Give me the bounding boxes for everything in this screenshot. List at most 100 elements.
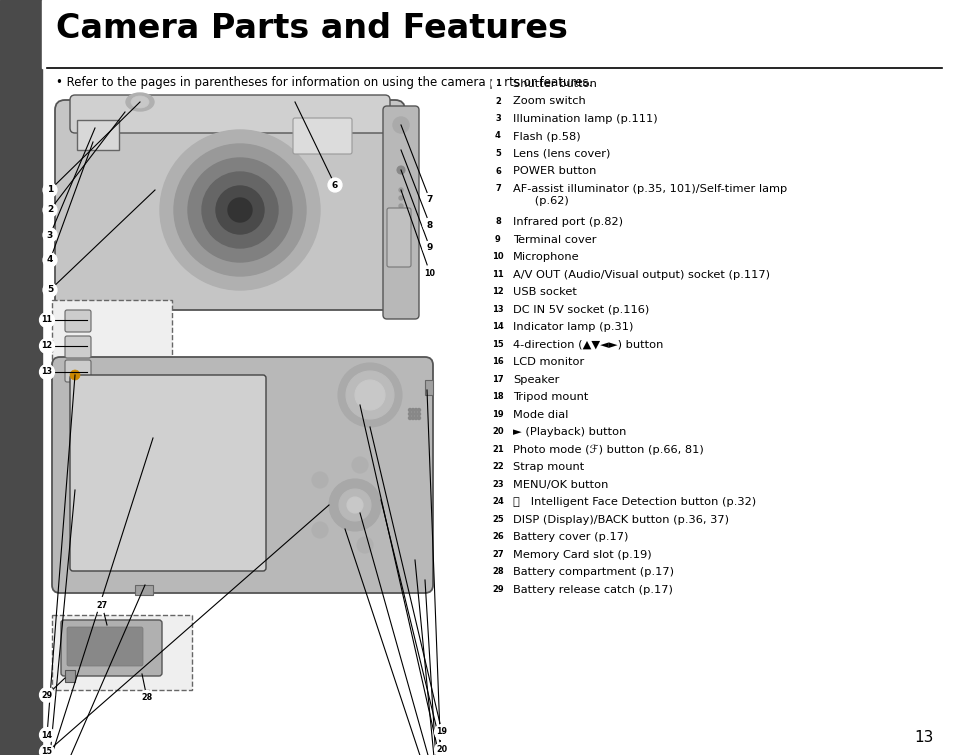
Text: Tripod mount: Tripod mount xyxy=(513,393,588,402)
Text: 5: 5 xyxy=(47,285,53,294)
Circle shape xyxy=(491,215,504,228)
Circle shape xyxy=(491,182,504,195)
Bar xyxy=(0,0,42,755)
Bar xyxy=(135,585,152,595)
Circle shape xyxy=(215,186,264,234)
Text: 14: 14 xyxy=(492,322,503,331)
FancyBboxPatch shape xyxy=(382,106,418,319)
Circle shape xyxy=(352,457,368,473)
Circle shape xyxy=(434,742,449,755)
Circle shape xyxy=(417,408,420,411)
Circle shape xyxy=(43,253,57,267)
Circle shape xyxy=(417,417,420,420)
Circle shape xyxy=(39,688,54,702)
Text: 6: 6 xyxy=(332,180,337,190)
Circle shape xyxy=(491,94,504,107)
Text: 4-direction (▲▼◄►) button: 4-direction (▲▼◄►) button xyxy=(513,340,662,350)
Circle shape xyxy=(491,530,504,544)
Text: 14: 14 xyxy=(42,731,52,739)
Text: 12: 12 xyxy=(492,287,503,296)
FancyBboxPatch shape xyxy=(61,620,162,676)
Circle shape xyxy=(43,228,57,242)
Circle shape xyxy=(337,363,401,427)
Circle shape xyxy=(491,583,504,596)
Text: Zoom switch: Zoom switch xyxy=(513,97,585,106)
Text: 5: 5 xyxy=(495,149,500,158)
Text: 11: 11 xyxy=(492,270,503,279)
Circle shape xyxy=(398,196,402,200)
Text: Camera Parts and Features: Camera Parts and Features xyxy=(56,12,567,45)
Text: • Refer to the pages in parentheses for information on using the camera parts or: • Refer to the pages in parentheses for … xyxy=(56,76,592,89)
Text: 9: 9 xyxy=(495,235,500,244)
Circle shape xyxy=(408,417,411,420)
Text: Microphone: Microphone xyxy=(513,252,579,262)
Text: 16: 16 xyxy=(492,357,503,366)
Text: Terminal cover: Terminal cover xyxy=(513,235,596,245)
Text: Infrared port (p.82): Infrared port (p.82) xyxy=(513,217,622,227)
Text: Speaker: Speaker xyxy=(513,374,558,385)
FancyBboxPatch shape xyxy=(70,95,390,133)
Circle shape xyxy=(312,522,328,538)
Circle shape xyxy=(491,425,504,438)
Text: 1: 1 xyxy=(495,79,500,88)
Text: 13: 13 xyxy=(914,729,933,744)
Text: 3: 3 xyxy=(47,230,53,239)
Text: 8: 8 xyxy=(426,220,433,230)
Text: ⓨ   Intelligent Face Detection button (p.32): ⓨ Intelligent Face Detection button (p.3… xyxy=(513,498,756,507)
Text: AF-assist illuminator (p.35, 101)/Self-timer lamp
      (p.62): AF-assist illuminator (p.35, 101)/Self-t… xyxy=(513,184,786,206)
Text: ► (Playback) button: ► (Playback) button xyxy=(513,427,626,437)
Circle shape xyxy=(491,442,504,456)
Circle shape xyxy=(347,497,363,513)
Circle shape xyxy=(491,165,504,177)
Text: Strap mount: Strap mount xyxy=(513,462,583,472)
Text: 12: 12 xyxy=(41,341,52,350)
Circle shape xyxy=(491,408,504,421)
Text: Shutter button: Shutter button xyxy=(513,79,597,89)
Circle shape xyxy=(411,408,414,411)
Text: 13: 13 xyxy=(42,368,52,377)
Circle shape xyxy=(417,412,420,415)
Circle shape xyxy=(408,412,411,415)
Text: 27: 27 xyxy=(96,600,108,609)
Circle shape xyxy=(491,250,504,263)
Text: 21: 21 xyxy=(492,445,503,454)
Circle shape xyxy=(491,320,504,333)
Text: 19: 19 xyxy=(436,728,447,736)
Text: 1: 1 xyxy=(47,186,53,195)
Circle shape xyxy=(173,144,306,276)
Circle shape xyxy=(491,547,504,561)
Circle shape xyxy=(491,565,504,578)
Text: 2: 2 xyxy=(47,205,53,214)
Circle shape xyxy=(355,380,385,410)
Text: USB socket: USB socket xyxy=(513,287,577,297)
FancyBboxPatch shape xyxy=(67,627,143,666)
Text: 3: 3 xyxy=(495,114,500,123)
Text: 22: 22 xyxy=(492,462,503,471)
Text: LCD monitor: LCD monitor xyxy=(513,357,583,367)
Circle shape xyxy=(491,285,504,298)
Text: Illumination lamp (p.111): Illumination lamp (p.111) xyxy=(513,114,657,124)
Circle shape xyxy=(411,417,414,420)
Circle shape xyxy=(396,166,405,174)
Circle shape xyxy=(70,370,80,380)
Text: 4: 4 xyxy=(47,255,53,264)
Circle shape xyxy=(39,728,54,742)
Circle shape xyxy=(491,390,504,403)
Circle shape xyxy=(39,313,54,328)
Circle shape xyxy=(491,461,504,473)
Text: 7: 7 xyxy=(495,184,500,193)
Text: DC IN 5V socket (p.116): DC IN 5V socket (p.116) xyxy=(513,305,649,315)
Text: 23: 23 xyxy=(492,479,503,488)
Circle shape xyxy=(338,489,371,521)
Circle shape xyxy=(43,283,57,297)
Text: Indicator lamp (p.31): Indicator lamp (p.31) xyxy=(513,322,633,332)
FancyBboxPatch shape xyxy=(52,357,433,593)
Text: 27: 27 xyxy=(492,550,503,559)
Text: 20: 20 xyxy=(436,745,447,754)
Text: Battery compartment (p.17): Battery compartment (p.17) xyxy=(513,567,673,578)
Circle shape xyxy=(422,193,436,207)
Text: 8: 8 xyxy=(495,217,500,226)
Circle shape xyxy=(491,147,504,160)
Circle shape xyxy=(414,412,417,415)
Text: 15: 15 xyxy=(42,747,52,755)
